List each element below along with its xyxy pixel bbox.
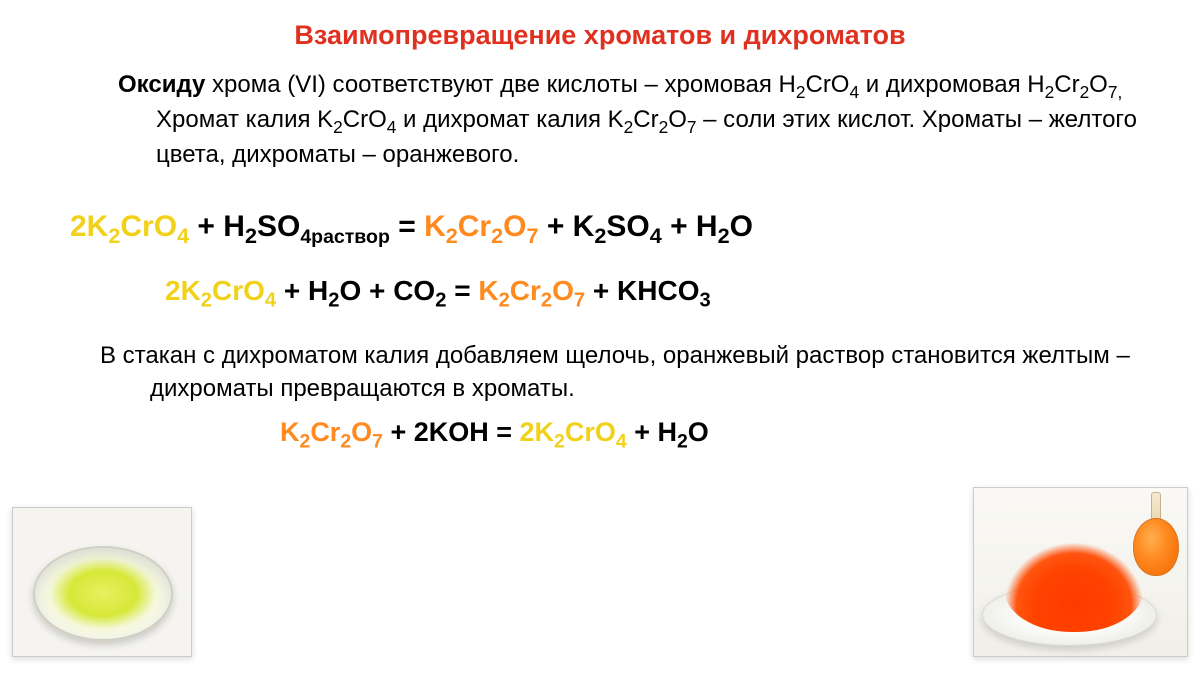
t: O [503, 210, 526, 243]
sub: 2 [435, 289, 446, 311]
sub: 3 [700, 289, 711, 311]
sub: 7 [372, 430, 383, 452]
t: Хромат калия K [156, 106, 333, 133]
reagent: + 2KOH = [383, 417, 520, 447]
sub: 4 [650, 223, 662, 248]
reagent: + H2O + CO2 = [276, 275, 478, 306]
sub: 2 [108, 223, 120, 248]
sub: 2 [333, 117, 343, 137]
sub: 4 [616, 430, 627, 452]
t: CrO [212, 275, 265, 306]
t: CrO [565, 417, 616, 447]
dichromate-formula: K2Cr2O7 [478, 275, 585, 306]
t: 2K [70, 210, 108, 243]
sub: 7 [574, 289, 585, 311]
slide-title: Взаимопревращение хроматов и дихроматов [110, 20, 1090, 51]
sub: 2 [554, 430, 565, 452]
sub: 2 [340, 430, 351, 452]
powder-icon [1004, 542, 1144, 632]
sub: 2 [446, 223, 458, 248]
sub: 2 [541, 289, 552, 311]
t: SO [606, 210, 649, 243]
t: + KHCO [585, 275, 699, 306]
sub: 4 [265, 289, 276, 311]
sub: 4 [387, 117, 397, 137]
petri-dish-icon [33, 546, 173, 641]
t: CrO [343, 106, 387, 133]
chromate-photo [12, 507, 192, 657]
t: 2K [165, 275, 201, 306]
dichromate-formula: K2Cr2O7 [424, 210, 538, 243]
chromate-formula: 2K2CrO4 [165, 275, 276, 306]
equation-1: 2K2CrO4 + H2SO4раствор = K2Cr2O7 + K2SO4… [50, 210, 1150, 249]
sub: 2 [499, 289, 510, 311]
sub: 2 [300, 430, 311, 452]
sub: 2 [328, 289, 339, 311]
t: Cr [458, 210, 491, 243]
reagent: + H2SO4раствор = [189, 210, 424, 243]
t: O [688, 417, 709, 447]
sub: 2 [201, 289, 212, 311]
sub: 2 [245, 223, 257, 248]
t: = [446, 275, 478, 306]
t: O [351, 417, 372, 447]
t: O [668, 106, 687, 133]
product: + K2SO4 + H2O [538, 210, 752, 243]
t: хрома (VI) соответствуют две кислоты – х… [205, 71, 796, 98]
sub: 7, [1108, 82, 1122, 102]
t: + H [189, 210, 245, 243]
t: K [424, 210, 446, 243]
t: K [478, 275, 498, 306]
equation-2: 2K2CrO4 + H2O + CO2 = K2Cr2O7 + KHCO3 [50, 275, 1150, 313]
sub: 4 [177, 223, 189, 248]
t: Cr [310, 417, 340, 447]
sub: 4 [849, 82, 859, 102]
sub: 2 [594, 223, 606, 248]
t: Cr [1054, 71, 1079, 98]
t: K [280, 417, 300, 447]
equation-3: K2Cr2O7 + 2KOH = 2K2CrO4 + H2O [50, 417, 1150, 453]
t: 2K [520, 417, 555, 447]
chromate-formula: 2K2CrO4 [70, 210, 189, 243]
sub: 2 [491, 223, 503, 248]
t: + H [276, 275, 328, 306]
product: + KHCO3 [585, 275, 711, 306]
t: CrO [120, 210, 177, 243]
t: O [1089, 71, 1108, 98]
sub: 2 [624, 117, 634, 137]
intro-bold: Оксиду [118, 71, 205, 98]
t: и дихромовая H [859, 71, 1045, 98]
t: Cr [633, 106, 658, 133]
t: O + CO [340, 275, 436, 306]
middle-paragraph: В стакан с дихроматом калия добавляем ще… [100, 340, 1150, 405]
t: = [390, 210, 424, 243]
t: + H [662, 210, 718, 243]
t: CrO [805, 71, 849, 98]
t: SO [257, 210, 300, 243]
product: + H2O [627, 417, 709, 447]
t: и дихромат калия K [396, 106, 623, 133]
dichromate-photo [973, 487, 1188, 657]
sub: 2 [659, 117, 669, 137]
sub: 2 [718, 223, 730, 248]
flask-bulb [1133, 518, 1179, 576]
t: Cr [510, 275, 541, 306]
sub: 2 [1080, 82, 1090, 102]
intro-paragraph: Оксиду хрома (VI) соответствуют две кисл… [88, 69, 1150, 172]
chromate-formula: 2K2CrO4 [520, 417, 627, 447]
sub: 2 [1045, 82, 1055, 102]
sub: 4раствор [300, 226, 390, 248]
t: O [730, 210, 753, 243]
dichromate-formula: K2Cr2O7 [280, 417, 383, 447]
sub: 2 [677, 430, 688, 452]
sub: 7 [526, 223, 538, 248]
t: + H [627, 417, 677, 447]
t: + K [538, 210, 594, 243]
t: O [552, 275, 574, 306]
